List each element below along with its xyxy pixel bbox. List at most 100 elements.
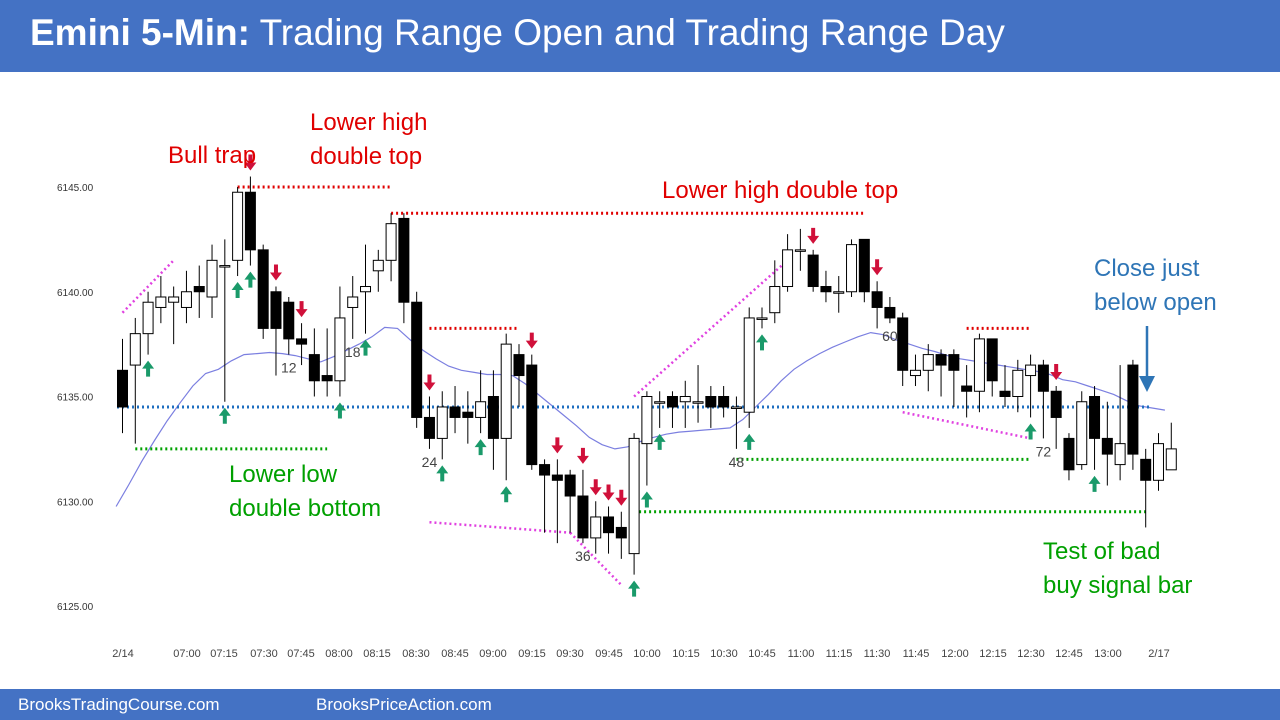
candle-body <box>360 286 372 293</box>
annotation-text: buy signal bar <box>1043 572 1192 599</box>
x-tick-label: 08:30 <box>402 648 430 660</box>
candle-body <box>1101 437 1113 455</box>
candle-body <box>436 406 448 439</box>
candle-body <box>897 317 909 371</box>
pointer-arrow-head <box>1139 376 1155 392</box>
y-tick-label: 6125.00 <box>57 602 94 613</box>
x-tick-label: 12:45 <box>1055 648 1083 660</box>
candle-body <box>820 286 832 293</box>
candle-body <box>232 191 244 261</box>
sell-arrow <box>615 489 628 506</box>
candle-body <box>769 286 781 314</box>
buy-arrow <box>436 465 449 482</box>
candle-body <box>219 265 231 268</box>
buy-arrow <box>756 334 768 351</box>
candle-body <box>718 396 730 408</box>
candle-body <box>296 338 308 345</box>
candle-body <box>142 301 154 335</box>
trend-line <box>569 531 623 586</box>
candle-body <box>308 354 320 382</box>
candle-body <box>244 191 256 251</box>
candle-body <box>641 396 653 445</box>
candle-body <box>487 396 499 439</box>
candle-body <box>999 390 1011 398</box>
candle-body <box>347 296 359 308</box>
annotation-text: double top <box>310 143 422 170</box>
candle-body <box>449 406 461 418</box>
annotation-text: Bull trap <box>168 142 256 169</box>
candle-body <box>1127 364 1139 455</box>
x-tick-label: 08:45 <box>441 648 469 660</box>
x-tick-label: 09:30 <box>556 648 584 660</box>
candle-body <box>129 333 141 366</box>
x-tick-label: 11:45 <box>903 648 930 660</box>
candle-body <box>846 244 858 293</box>
candle-body <box>168 296 180 303</box>
x-tick-label: 11:30 <box>864 648 891 660</box>
footer-left-link[interactable]: BrooksTradingCourse.com <box>18 695 220 714</box>
candle-body <box>475 401 487 418</box>
x-tick-label: 09:45 <box>595 648 623 660</box>
candle-body <box>666 396 678 408</box>
annotation-text: Lower low <box>229 461 338 488</box>
candle-body <box>1076 401 1088 466</box>
candle-body <box>743 317 755 413</box>
buy-arrow <box>218 407 231 424</box>
buy-arrow <box>743 433 756 450</box>
bar-number-label: 18 <box>345 344 361 360</box>
y-tick-label: 6135.00 <box>57 393 94 404</box>
candle-body <box>206 259 218 298</box>
buy-arrow <box>333 402 346 419</box>
candle-body <box>577 495 589 539</box>
sell-arrow <box>551 437 564 454</box>
candle-body <box>590 516 602 539</box>
candle-body <box>782 249 794 288</box>
footer-right-link[interactable]: BrooksPriceAction.com <box>316 695 492 714</box>
candle-body <box>1140 458 1152 481</box>
candle-body <box>1050 390 1062 418</box>
buy-arrow <box>231 282 244 299</box>
buy-arrow <box>1024 423 1037 440</box>
y-tick-label: 6130.00 <box>57 497 94 508</box>
candle-body <box>513 354 525 377</box>
candle-body <box>705 396 717 408</box>
buy-arrow <box>359 339 372 356</box>
candle-body <box>603 516 615 534</box>
annotation-text: Close just <box>1094 255 1200 282</box>
sell-arrow <box>525 332 538 349</box>
sell-arrow <box>602 484 615 501</box>
candle-body <box>551 474 563 481</box>
x-tick-label: 10:00 <box>633 648 661 660</box>
candle-body <box>615 526 627 539</box>
bar-number-label: 36 <box>575 548 591 564</box>
footer-banner: BrooksTradingCourse.com BrooksPriceActio… <box>0 689 1280 720</box>
sell-arrow <box>589 479 602 496</box>
x-tick-label: 07:00 <box>173 648 201 660</box>
buy-arrow <box>653 433 666 450</box>
x-tick-label: 09:00 <box>479 648 507 660</box>
candle-body <box>1012 369 1024 397</box>
candle-body <box>871 291 883 308</box>
candle-body <box>180 291 192 308</box>
x-tick-label: 11:15 <box>826 648 853 660</box>
bar-number-label: 24 <box>422 454 438 470</box>
candle-body <box>833 291 845 294</box>
candle-body <box>692 401 704 404</box>
trend-line <box>121 259 175 314</box>
x-tick-label: 12:15 <box>979 648 1007 660</box>
buy-arrow <box>142 360 155 377</box>
x-tick-label: 2/17 <box>1148 648 1169 660</box>
sell-arrow <box>1050 364 1063 381</box>
buy-arrow <box>628 580 641 597</box>
y-tick-label: 6145.00 <box>57 183 94 194</box>
price-chart: 6125.00 6130.00 6135.00 6140.00 6145.00 2/14 0… <box>57 109 1217 660</box>
sell-arrow <box>871 259 884 276</box>
buy-arrow <box>1088 475 1101 492</box>
buy-arrow <box>500 486 513 503</box>
candle-body <box>948 354 960 371</box>
sell-arrow <box>295 301 308 318</box>
candle-body <box>539 464 551 476</box>
candle-body <box>1025 364 1037 377</box>
candle-body <box>155 296 167 308</box>
trend-line <box>902 410 1031 440</box>
